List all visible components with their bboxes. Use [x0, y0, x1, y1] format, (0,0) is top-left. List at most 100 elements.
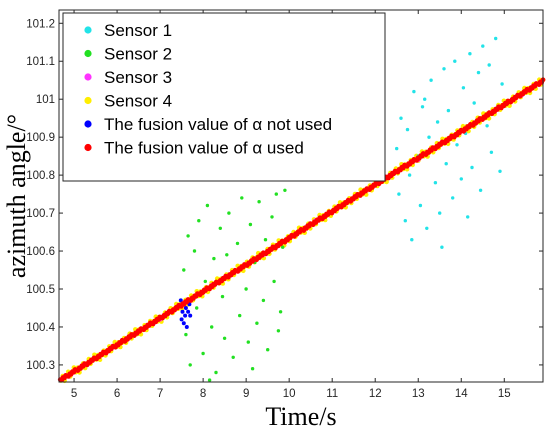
sensor-2-point [192, 249, 197, 253]
sensor-2-point [227, 211, 231, 215]
sensor-1-point [429, 78, 433, 82]
y-tick-label: 100.5 [26, 284, 55, 296]
fusion-not-used-point [179, 317, 184, 322]
fusion-not-used-point [183, 306, 188, 310]
sensor-2-point [235, 241, 240, 246]
sensor-1-point [446, 108, 451, 113]
sensor-2-point [281, 245, 285, 249]
legend-label: Sensor 4 [104, 92, 172, 111]
sensor-2-point [182, 268, 186, 272]
legend-marker [84, 96, 92, 105]
y-tick-label: 100.8 [26, 170, 55, 182]
x-tick-label: 12 [369, 388, 382, 400]
sensor-1-point [412, 89, 416, 94]
axes [58, 9, 544, 383]
sensor-1-point [481, 44, 485, 48]
sensor-1-point [397, 192, 401, 196]
sensor-1-point [466, 215, 470, 219]
sensor-1-point [410, 238, 414, 242]
x-tick-label: 14 [455, 388, 468, 400]
sensor-2-point [203, 279, 207, 284]
x-tick-label: 7 [157, 388, 163, 400]
fusion-not-used-point [184, 325, 189, 329]
sensor-1-point [476, 70, 481, 75]
y-tick-label: 100.7 [26, 208, 55, 220]
legend-marker [84, 49, 92, 58]
x-axis-title: Time/s [265, 402, 336, 431]
sensor-2-point [250, 367, 255, 371]
sensor-1-point [442, 67, 446, 71]
fusion-not-used-point [181, 321, 186, 326]
y-tick-label: 101.2 [26, 18, 55, 30]
sensor-2-point [240, 196, 244, 200]
sensor-1-point [407, 173, 412, 177]
sensor-1-point [489, 150, 494, 154]
sensor-2-point [270, 215, 274, 219]
sensor-1-point [451, 196, 455, 200]
legend-label: The fusion value of α used [104, 139, 304, 158]
sensor-1-point [420, 105, 425, 109]
sensor-2-point [201, 351, 205, 356]
legend-label: Sensor 1 [104, 21, 172, 40]
sensor-2-point [272, 279, 276, 284]
y-tick-label: 100.3 [26, 360, 55, 372]
sensor-2-point [212, 256, 216, 261]
sensor-2-point [274, 192, 278, 196]
x-tick-label: 6 [114, 388, 120, 400]
sensor-2-point [261, 298, 266, 303]
sensor-1-point [403, 219, 407, 223]
legend-label: Sensor 2 [104, 45, 172, 64]
sensor-2-point [248, 222, 253, 227]
legend-marker [84, 120, 92, 128]
sensor-1-point [472, 101, 476, 105]
y-tick-label: 100.9 [26, 132, 55, 144]
sensor-1-point [455, 143, 459, 147]
x-tick-label: 9 [243, 388, 249, 400]
sensor-2-point [214, 370, 218, 375]
sensor-2-point [207, 378, 212, 382]
series-layer [57, 36, 546, 384]
plot-frame [58, 9, 544, 383]
sensor-2-point [266, 348, 270, 352]
sensor-2-point [263, 238, 268, 242]
y-tick-label: 100.6 [26, 246, 55, 258]
sensor-2-point [257, 200, 261, 204]
sensor-1-point [425, 226, 429, 230]
legend-label: The fusion value of α not used [104, 115, 332, 134]
x-tick-label: 11 [326, 388, 338, 400]
sensor-1-point [435, 120, 440, 124]
fusion-not-used-point [186, 309, 191, 314]
sensor-1-point [399, 116, 403, 120]
sensor-1-point [485, 124, 489, 128]
x-tick-label: 15 [498, 388, 511, 400]
x-tick-label: 5 [71, 388, 77, 400]
fusion-not-used-point [180, 309, 185, 314]
fusion-not-used-point [178, 298, 183, 303]
sensor-1-point [433, 181, 438, 185]
sensor-1-point [487, 63, 491, 67]
y-axis-title: azimuth angle/° [2, 114, 31, 278]
sensor-2-point [188, 363, 192, 367]
sensor-1-point [478, 188, 483, 192]
sensor-2-point [238, 313, 242, 318]
legend-marker [84, 143, 92, 152]
fusion-not-used-point [183, 313, 188, 318]
legend-marker [84, 26, 92, 34]
y-tick-label: 101 [36, 94, 55, 106]
sensor-2-point [222, 336, 227, 340]
sensor-1-point [453, 59, 457, 63]
legend: Sensor 1 Sensor 2 Sensor 3 Sensor 4 The fusi… [62, 12, 386, 182]
sensor-2-point [184, 332, 188, 337]
sensor-2-point [276, 329, 281, 333]
sensor-1-point [405, 127, 410, 132]
sensor-1-point [418, 203, 423, 208]
y-tick-label: 101.1 [26, 56, 55, 68]
sensor-2-point [255, 321, 259, 325]
legend-marker [84, 73, 92, 81]
sensor-1-point [470, 165, 474, 170]
sensor-1-point [468, 52, 472, 56]
sensor-1-point [440, 245, 444, 249]
sensor-1-point [423, 97, 427, 101]
sensor-2-point [210, 325, 214, 329]
